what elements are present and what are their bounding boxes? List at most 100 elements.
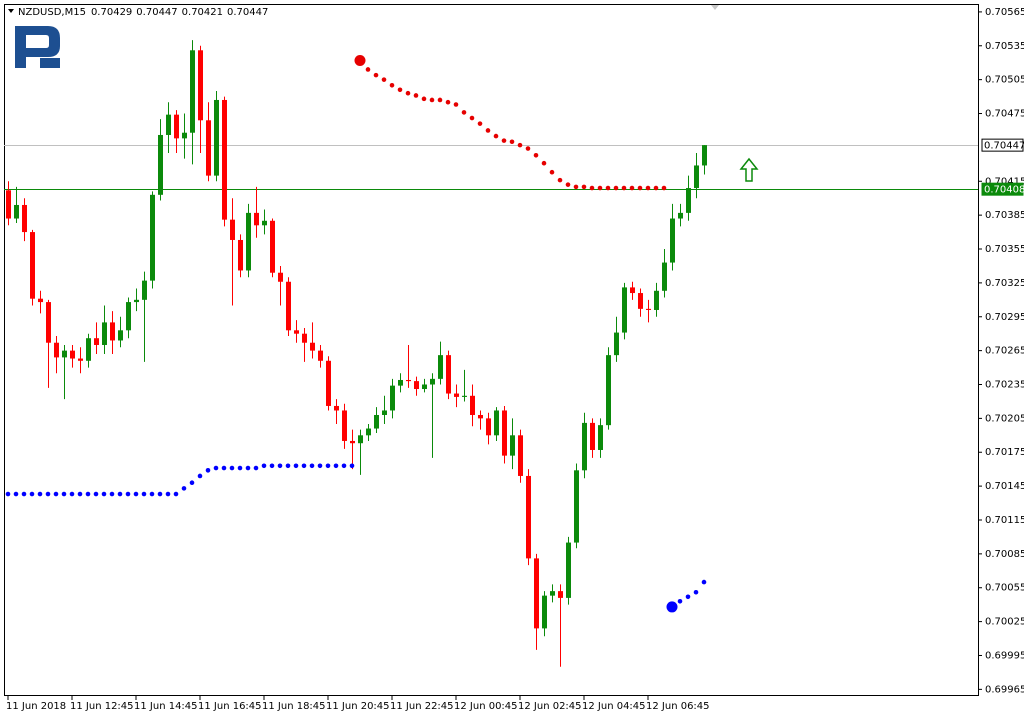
sar-dot	[525, 146, 531, 151]
candle-body	[654, 290, 659, 310]
sar-dot	[29, 491, 35, 497]
candle-body	[494, 410, 499, 436]
sar-dot	[493, 133, 499, 139]
sar-dot	[485, 128, 491, 133]
x-tick-label: 11 Jun 22:45	[390, 701, 454, 712]
candle-body	[6, 190, 11, 219]
candle-body	[278, 272, 283, 282]
candle-body	[270, 220, 275, 273]
sar-dot	[701, 579, 707, 585]
y-tick-label: 0.70325	[985, 278, 1024, 289]
sar-dot	[229, 465, 235, 471]
candle-body	[230, 219, 235, 240]
candle-body	[134, 299, 139, 303]
sar-dot	[389, 82, 395, 88]
sar-dot	[509, 139, 515, 145]
sar-dot	[666, 601, 678, 613]
sar-dot	[445, 99, 451, 105]
sar-dot	[237, 465, 243, 471]
candle-body	[454, 393, 459, 397]
y-tick-label: 0.70145	[985, 481, 1024, 492]
candle-body	[702, 145, 707, 166]
sar-dot	[565, 182, 571, 187]
candle-body	[390, 385, 395, 411]
sar-dot	[685, 594, 691, 600]
sar-dot	[149, 491, 155, 497]
sar-dot	[581, 184, 587, 190]
symbol: NZDUSD,M15	[18, 7, 86, 18]
candle-body	[334, 405, 339, 411]
candle-body	[662, 262, 667, 291]
candle-body	[46, 302, 51, 343]
sar-dot	[141, 491, 147, 497]
sar-dot	[589, 185, 595, 191]
sar-dot	[421, 96, 427, 102]
sar-dot	[173, 491, 179, 497]
buy-arrow	[739, 157, 759, 182]
sar-dot	[461, 110, 467, 115]
sar-dot	[413, 93, 419, 98]
sar-dot	[533, 152, 539, 158]
sar-dot	[469, 115, 475, 121]
candle-body	[62, 350, 67, 358]
candle-body	[14, 204, 19, 219]
candle-body	[446, 355, 451, 394]
y-tick-label: 0.69995	[985, 650, 1024, 661]
candle-body	[126, 302, 131, 331]
sar-dot	[349, 463, 355, 469]
candle-body	[262, 220, 267, 226]
candle-body	[302, 333, 307, 343]
candle-body	[166, 114, 171, 135]
y-tick-label: 0.70565	[985, 7, 1024, 18]
candle-body	[102, 322, 107, 345]
sar-dot	[301, 463, 307, 469]
sar-dot	[661, 185, 667, 191]
candle-body	[670, 218, 675, 263]
y-tick-label: 0.70025	[985, 617, 1024, 628]
candle-body	[414, 381, 419, 390]
x-tick-label: 11 Jun 18:45	[262, 701, 326, 712]
candle-body	[342, 410, 347, 441]
sar-dot	[613, 185, 619, 191]
y-tick-label: 0.70475	[985, 109, 1024, 120]
sar-dot	[93, 491, 99, 497]
bid-label: 0.70447	[984, 141, 1024, 152]
sar-dot	[261, 463, 267, 469]
shift-marker	[711, 5, 719, 10]
sar-dot	[45, 491, 51, 497]
candle-body	[542, 595, 547, 629]
sar-dot	[125, 491, 131, 497]
candle-body	[118, 330, 123, 341]
candle-body	[462, 395, 467, 397]
chart-header: NZDUSD,M15 0.70429 0.70447 0.70421 0.70447	[18, 7, 268, 18]
candle-body	[350, 440, 355, 444]
sar-dot	[269, 463, 275, 469]
candle-body	[398, 379, 403, 386]
level-box	[981, 182, 1024, 196]
sar-dot	[365, 67, 371, 72]
sar-dot	[381, 77, 387, 82]
menu-arrow	[8, 9, 14, 13]
y-tick-label: 0.70175	[985, 447, 1024, 458]
sar-dot	[317, 463, 323, 469]
sar-dot	[5, 491, 11, 497]
candle-body	[566, 542, 571, 598]
candle-body	[518, 435, 523, 476]
sar-dots	[354, 54, 667, 191]
sar-dot	[13, 491, 19, 497]
candle-body	[534, 558, 539, 629]
sar-dot	[197, 473, 203, 479]
sar-dot	[629, 185, 635, 191]
sar-dot	[621, 185, 627, 191]
candle-body	[622, 287, 627, 333]
sar-dot	[605, 185, 611, 191]
candle-body	[510, 435, 515, 456]
candle-body	[558, 591, 563, 598]
y-tick-label: 0.70505	[985, 75, 1024, 86]
sar-dot	[61, 491, 67, 497]
candle-body	[614, 332, 619, 356]
candle-body	[638, 293, 643, 309]
